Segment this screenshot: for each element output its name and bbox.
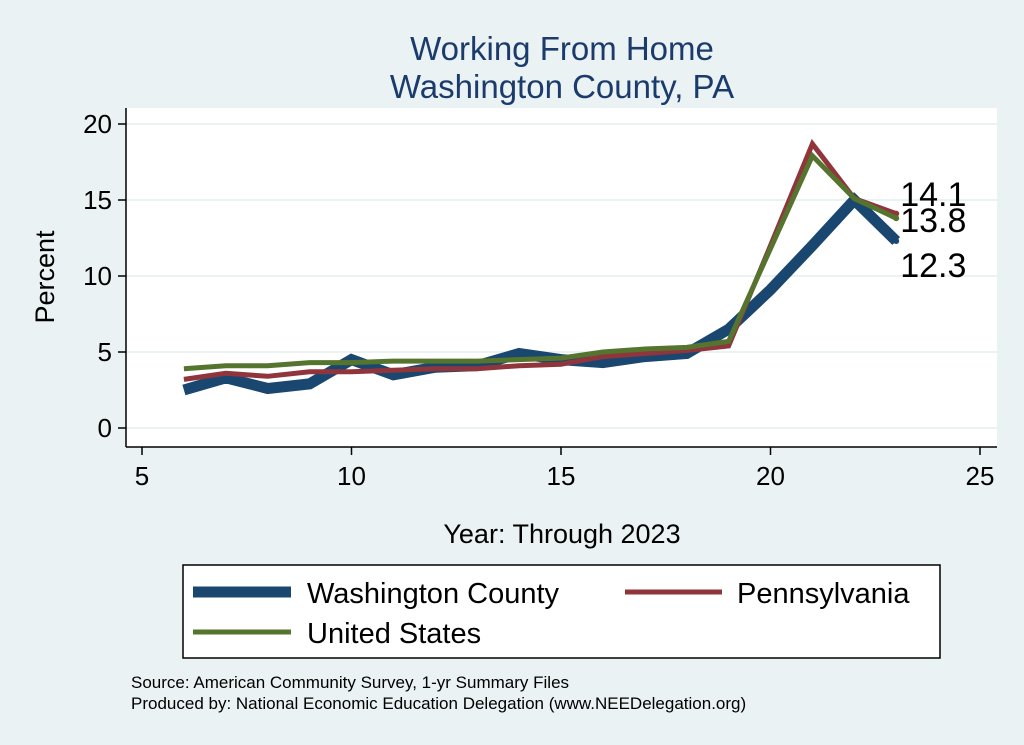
series-end-marker	[893, 215, 900, 222]
series-end-label: 14.1	[900, 176, 966, 214]
legend-box	[182, 564, 941, 659]
x-tick-label: 25	[966, 461, 995, 491]
series-end-label: 12.3	[900, 247, 966, 285]
y-tick-label: 0	[98, 413, 112, 443]
series-line-2	[183, 151, 898, 372]
chart-title: Working From Home	[410, 30, 714, 67]
y-tick-label: 15	[83, 185, 112, 215]
y-tick-label: 5	[98, 337, 112, 367]
y-tick-label: 20	[83, 109, 112, 139]
series-end-marker	[893, 238, 900, 245]
series-lines	[182, 138, 901, 396]
x-tick-label: 20	[756, 461, 785, 491]
y-tick-label: 10	[83, 261, 112, 291]
x-tick-label: 5	[135, 461, 149, 491]
source-note: Source: American Community Survey, 1-yr …	[131, 673, 569, 692]
legend-label: Washington County	[307, 578, 560, 610]
grid-lines	[126, 123, 997, 429]
chart-subtitle: Washington County, PA	[390, 68, 734, 105]
legend: Washington County Pennsylvania United Stat…	[193, 578, 910, 650]
series-end-label: 13.8	[900, 202, 966, 240]
plot-area	[126, 108, 997, 447]
producer-note: Produced by: National Economic Education…	[131, 694, 746, 713]
legend-label: Pennsylvania	[737, 578, 910, 610]
end-labels: 12.3 14.113.8	[900, 176, 966, 285]
x-axis-label: Year: Through 2023	[443, 519, 680, 549]
y-axis-label: Percent	[30, 230, 60, 324]
x-tick-label: 15	[547, 461, 576, 491]
legend-label: United States	[307, 618, 481, 650]
x-tick-label: 10	[337, 461, 366, 491]
